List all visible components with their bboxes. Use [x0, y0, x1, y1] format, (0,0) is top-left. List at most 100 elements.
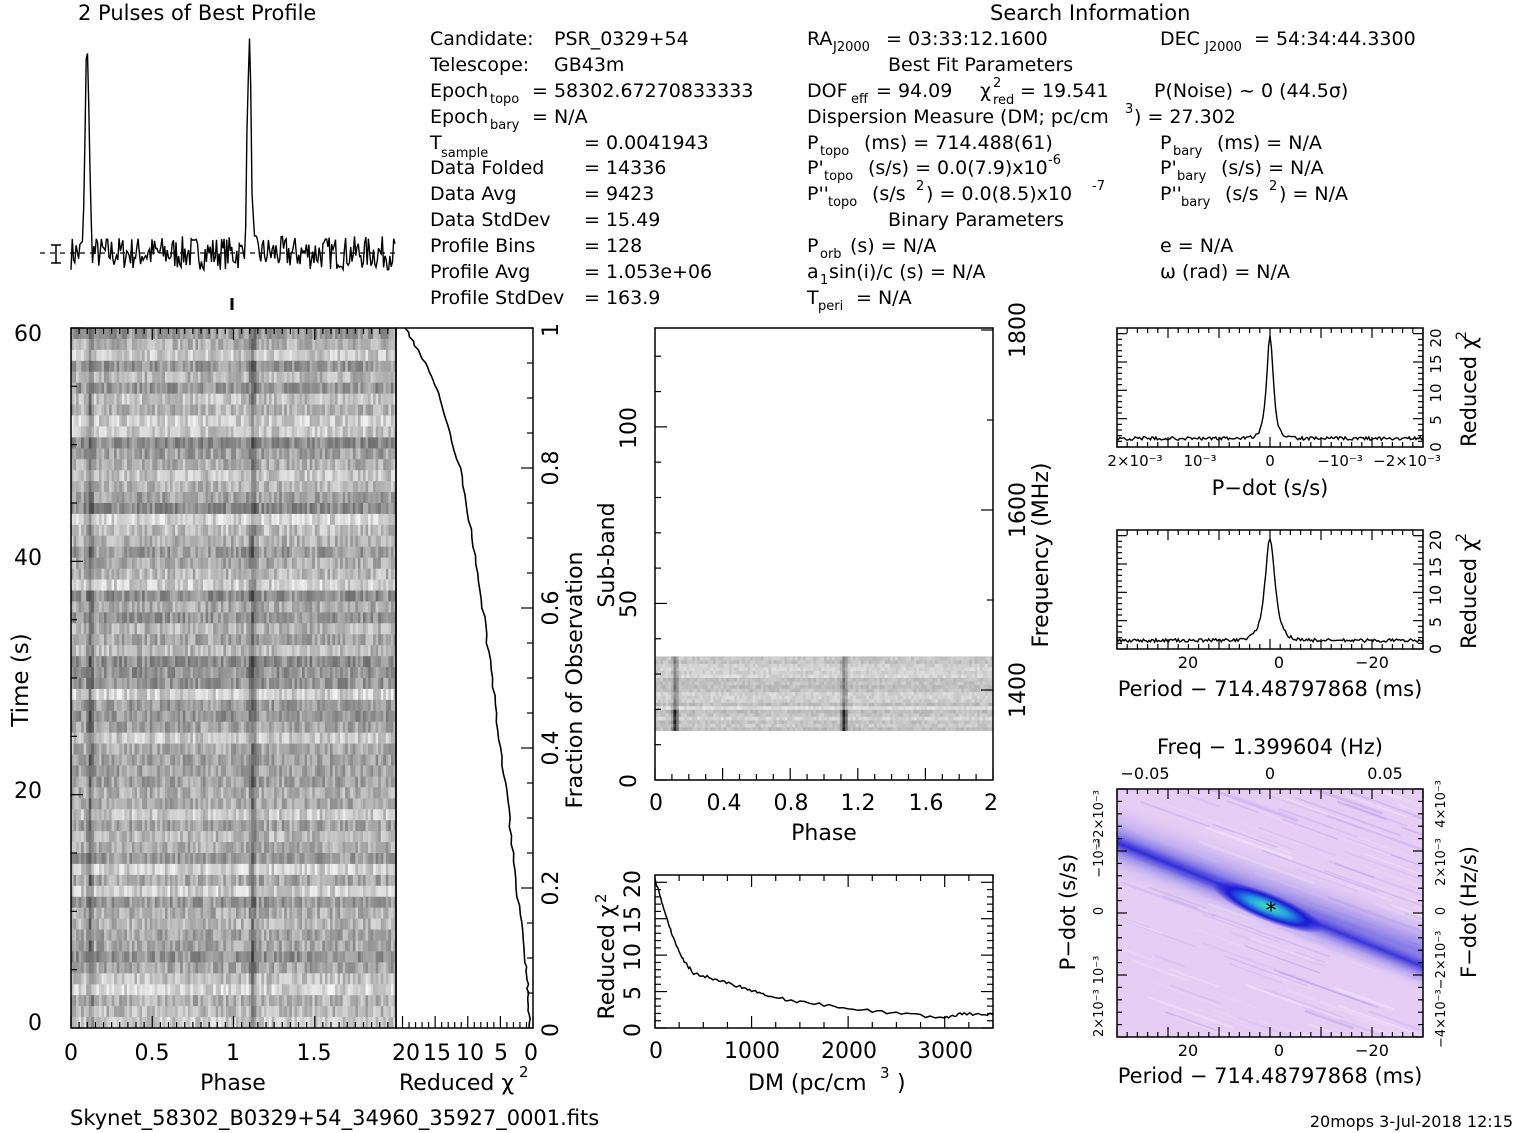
time-phase-cell: [324, 492, 328, 504]
time-phase-cell: [317, 710, 321, 723]
time-phase-cell: [157, 437, 161, 449]
time-phase-cell: [111, 503, 115, 515]
time-phase-cell: [192, 656, 196, 668]
time-phase-cell: [213, 459, 217, 471]
time-phase-cell: [159, 349, 163, 362]
time-phase-cell: [119, 360, 123, 373]
time-phase-cell: [159, 710, 163, 723]
time-phase-cell: [355, 678, 359, 690]
time-phase-cell: [213, 678, 217, 690]
time-phase-cell: [218, 371, 222, 384]
time-phase-cell: [238, 645, 242, 657]
time-phase-cell: [383, 338, 387, 351]
time-phase-cell: [137, 349, 140, 362]
time-phase-cell: [139, 732, 143, 745]
time-phase-cell: [195, 459, 199, 471]
time-phase-cell: [91, 678, 95, 690]
time-phase-cell: [154, 481, 158, 493]
time-phase-cell: [385, 437, 389, 449]
time-phase-cell: [91, 371, 95, 384]
time-phase-cell: [263, 513, 267, 526]
time-phase-cell: [307, 656, 311, 668]
time-phase-cell: [360, 503, 364, 515]
time-phase-cell: [88, 448, 92, 460]
time-phase-cell: [126, 710, 130, 723]
time-phase-cell: [159, 688, 163, 701]
time-phase-cell: [289, 688, 293, 701]
time-phase-cell: [362, 732, 366, 745]
time-phase-cell: [246, 360, 250, 373]
time-phase-cell: [302, 481, 305, 493]
time-phase-cell: [126, 667, 130, 679]
time-phase-cell: [225, 524, 229, 537]
time-phase-cell: [185, 349, 189, 362]
time-phase-cell: [317, 699, 321, 712]
time-phase-cell: [281, 612, 285, 624]
time-phase-cell: [393, 404, 397, 416]
time-phase-cell: [111, 513, 115, 526]
time-phase-cell: [185, 437, 189, 449]
time-phase-cell: [360, 601, 364, 613]
time-phase-cell: [167, 623, 171, 635]
time-phase-cell: [78, 656, 82, 668]
time-phase-cell: [185, 382, 189, 395]
time-phase-cell: [126, 645, 130, 657]
time-phase-cell: [383, 426, 387, 438]
time-phase-cell: [302, 503, 305, 515]
time-phase-cell: [385, 546, 389, 559]
time-phase-cell: [329, 678, 333, 690]
time-phase-cell: [332, 557, 336, 570]
time-phase-cell: [246, 579, 250, 591]
time-phase-cell: [223, 546, 227, 559]
time-phase-cell: [373, 634, 377, 646]
time-phase-cell: [319, 557, 323, 570]
time-phase-cell: [88, 535, 92, 548]
time-phase-cell: [104, 623, 107, 635]
time-phase-cell: [167, 678, 171, 690]
time-phase-cell: [96, 743, 100, 755]
time-phase-cell: [101, 459, 105, 471]
time-phase-cell: [271, 513, 275, 526]
time-phase-cell: [175, 667, 179, 679]
time-phase-cell: [170, 503, 173, 515]
time-phase-cell: [274, 437, 278, 449]
time-phase-cell: [213, 710, 217, 723]
time-phase-cell: [340, 678, 344, 690]
time-phase-cell: [220, 623, 224, 635]
time-phase-cell: [274, 623, 278, 635]
time-phase-cell: [197, 623, 201, 635]
time-phase-cell: [357, 382, 361, 395]
time-phase-cell: [253, 360, 257, 373]
time-phase-cell: [190, 393, 194, 405]
time-phase-cell: [200, 437, 204, 449]
time-phase-cell: [86, 688, 90, 701]
time-phase-cell: [327, 678, 331, 690]
time-phase-cell: [385, 590, 389, 602]
time-phase-cell: [360, 623, 364, 635]
time-phase-cell: [164, 382, 168, 395]
time-phase-cell: [213, 634, 217, 646]
time-phase-cell: [284, 426, 288, 438]
time-phase-cell: [162, 382, 166, 395]
time-phase-cell: [147, 557, 151, 570]
time-phase-cell: [121, 612, 125, 624]
time-phase-cell: [109, 371, 113, 384]
time-phase-cell: [246, 448, 250, 460]
time-phase-cell: [170, 328, 173, 340]
time-phase-cell: [375, 678, 379, 690]
time-phase-cell: [228, 426, 232, 438]
time-phase-cell: [101, 612, 105, 624]
time-phase-cell: [251, 557, 255, 570]
time-phase-cell: [220, 404, 224, 416]
time-phase-cell: [81, 678, 85, 690]
time-phase-cell: [119, 623, 123, 635]
time-phase-cell: [319, 568, 323, 580]
time-phase-cell: [78, 667, 82, 679]
time-phase-cell: [76, 360, 80, 373]
time-phase-cell: [154, 590, 158, 602]
time-phase-cell: [175, 579, 179, 591]
time-phase-cell: [271, 688, 275, 701]
time-phase-cell: [337, 535, 341, 548]
time-phase-cell: [302, 732, 305, 745]
time-phase-cell: [342, 732, 346, 745]
